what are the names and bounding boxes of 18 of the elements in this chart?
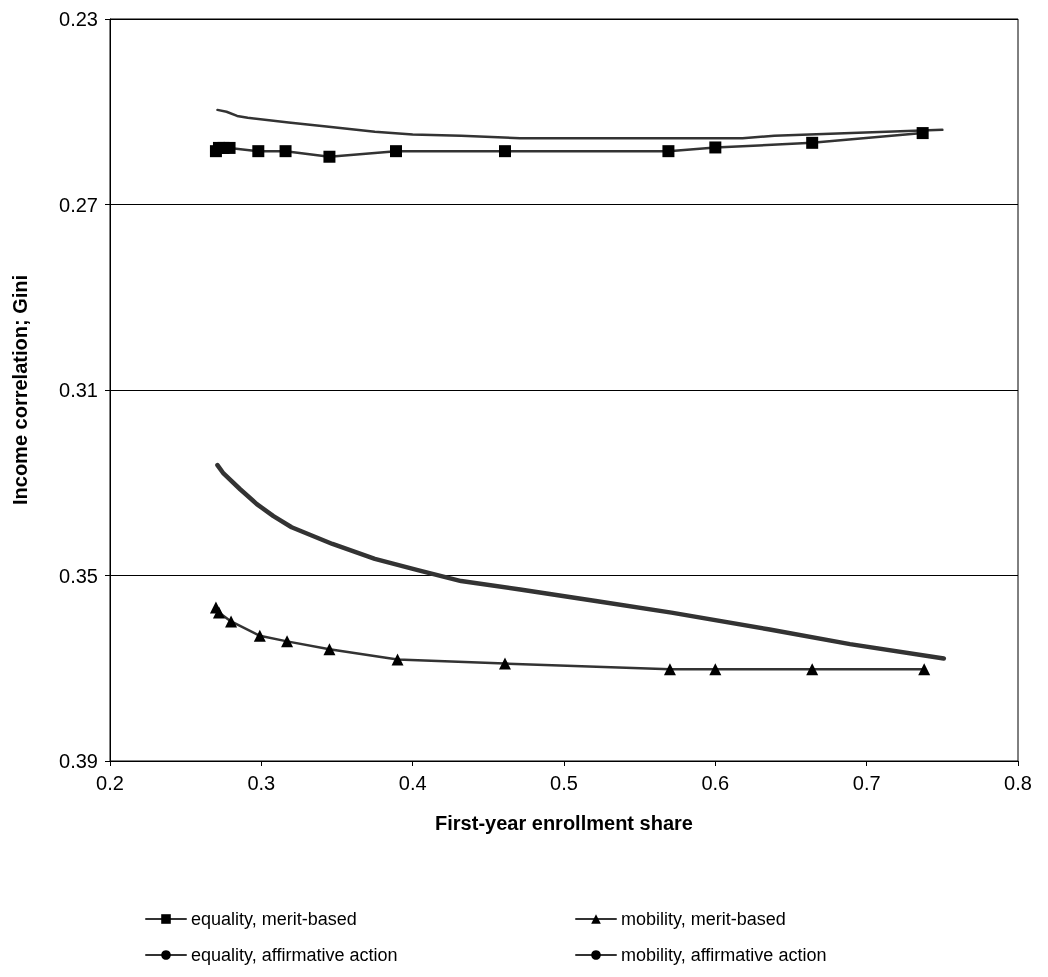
x-tick-label: 0.8: [1004, 772, 1032, 794]
x-tick-label: 0.4: [398, 772, 427, 794]
x-tick-label: 0.7: [852, 772, 881, 794]
legend-label: equality, merit-based: [191, 909, 357, 929]
legend-label: mobility, affirmative action: [621, 945, 827, 965]
y-tick-label: 0.39: [59, 750, 98, 772]
x-tick-label: 0.6: [701, 772, 730, 794]
y-tick-label: 0.27: [59, 193, 98, 216]
legend-label: equality, affirmative action: [191, 945, 398, 965]
y-axis-title: Income correlation; Gini: [9, 274, 31, 506]
x-tick-label: 0.5: [550, 772, 578, 794]
y-tick-label: 0.35: [59, 564, 98, 587]
legend-label: mobility, merit-based: [621, 909, 786, 929]
y-tick-label: 0.23: [59, 8, 98, 30]
x-tick-label: 0.2: [96, 772, 124, 794]
x-axis-title: First-year enrollment share: [435, 812, 693, 834]
y-tick-label: 0.31: [59, 379, 98, 401]
x-tick-label: 0.3: [247, 772, 276, 794]
